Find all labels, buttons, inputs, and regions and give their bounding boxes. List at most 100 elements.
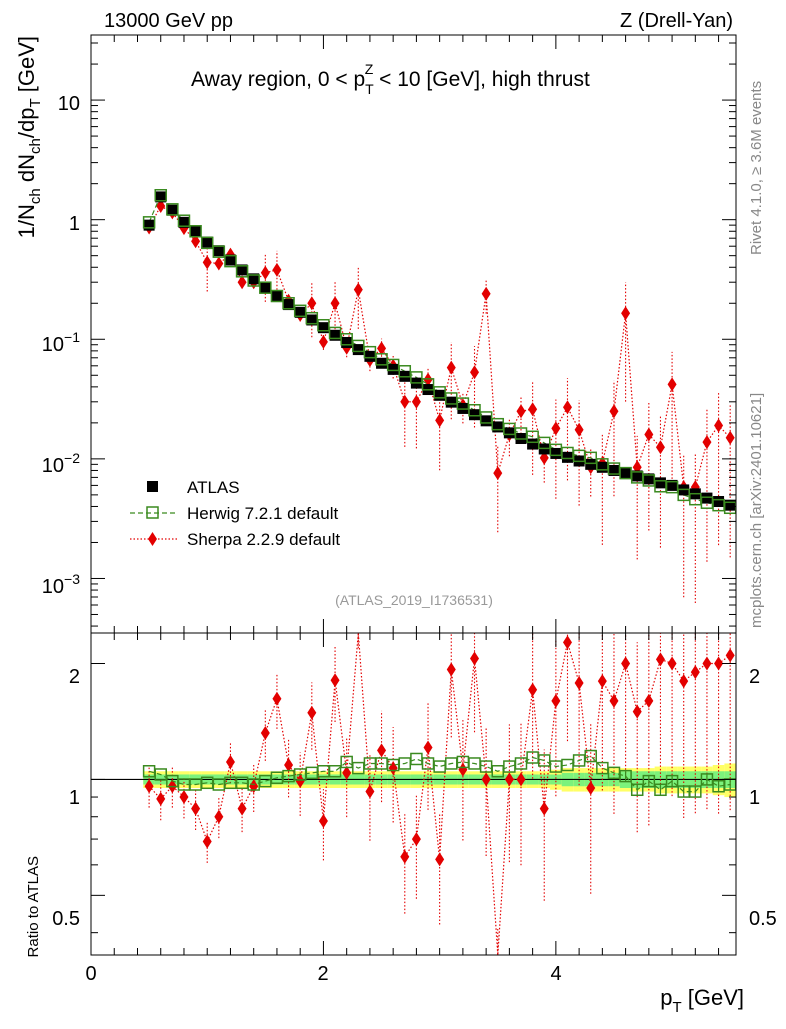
- main-ticks: [90, 35, 736, 633]
- sherpa-ratio-point: [539, 801, 549, 816]
- sherpa-point: [353, 282, 363, 297]
- herwig-point: [282, 297, 295, 310]
- sherpa-ratio-point: [260, 725, 270, 740]
- sherpa-ratio-line: [148, 632, 731, 956]
- sherpa-ratio-point: [411, 832, 421, 847]
- sherpa-ratio-point: [714, 656, 724, 671]
- sherpa-point: [493, 466, 503, 481]
- ratio-y-tick-left-1: 1: [69, 787, 80, 809]
- sherpa-ratio-point: [446, 662, 456, 677]
- x-tick-label-0: 0: [85, 963, 96, 985]
- atlas-point: [166, 204, 178, 216]
- sherpa-ratio-point: [318, 813, 328, 828]
- sherpa-ratio-point: [144, 779, 154, 794]
- herwig-ratio-point: [584, 749, 597, 763]
- herwig-point: [340, 333, 353, 346]
- header-left: 13000 GeV pp: [104, 10, 233, 32]
- sherpa-point: [156, 199, 166, 214]
- atlas-point: [492, 421, 504, 433]
- ratio-frame: [90, 632, 737, 956]
- sherpa-ratio-point: [562, 635, 572, 650]
- sherpa-ratio-point: [609, 693, 619, 708]
- atlas-point: [654, 477, 666, 489]
- ratio-y-tick-right-0.5: 0.5: [749, 908, 777, 930]
- sherpa-point: [435, 413, 445, 428]
- sherpa-ratio-point: [597, 674, 607, 689]
- herwig-ratio-point: [154, 768, 167, 781]
- sherpa-ratio-point: [179, 790, 189, 805]
- herwig-ratio-point: [654, 783, 667, 797]
- sherpa-ratio-point: [655, 652, 665, 667]
- atlas-point: [434, 389, 446, 401]
- sherpa-point: [725, 430, 735, 445]
- sherpa-point: [574, 422, 584, 437]
- sherpa-ratio-point: [191, 801, 201, 816]
- atlas-point: [224, 254, 236, 266]
- herwig-line: [148, 194, 731, 509]
- sherpa-ratio-point: [574, 675, 584, 690]
- atlas-point: [561, 451, 573, 463]
- sherpa-point: [714, 418, 724, 433]
- y-tick-label-1: 1: [69, 213, 80, 235]
- sherpa-ratio-point: [528, 682, 538, 697]
- x-tick-label-2: 2: [317, 963, 328, 985]
- sherpa-ratio-point: [667, 656, 677, 671]
- herwig-point: [421, 378, 435, 391]
- sherpa-point: [562, 400, 572, 415]
- sherpa-point: [621, 306, 631, 321]
- herwig-ratio-point: [689, 785, 702, 798]
- herwig-point: [352, 339, 365, 353]
- herwig-point: [293, 304, 307, 318]
- atlas-point: [294, 306, 306, 318]
- atlas-point: [271, 290, 283, 302]
- sherpa-ratio-point: [435, 852, 445, 867]
- atlas-point: [317, 322, 329, 334]
- sherpa-point: [470, 365, 480, 380]
- atlas-point: [585, 458, 597, 470]
- sherpa-point: [214, 256, 224, 271]
- atlas-point: [178, 216, 190, 228]
- header-right: Z (Drell-Yan): [620, 10, 733, 32]
- sherpa-point: [551, 421, 561, 436]
- herwig-ratio-point: [630, 783, 644, 797]
- herwig-ratio-point: [328, 765, 342, 778]
- sherpa-ratio-point: [632, 704, 642, 719]
- legend-atlas-marker: [147, 481, 158, 492]
- atlas-point: [341, 336, 353, 348]
- sherpa-ratio-point: [214, 809, 224, 824]
- x-axis-label: pT [GeV]: [660, 985, 744, 1016]
- sherpa-point: [446, 360, 456, 375]
- mcplots-label: mcplots.cern.ch [arXiv:2401.10621]: [748, 393, 765, 628]
- sherpa-ratio-point: [284, 758, 294, 773]
- sherpa-ratio-point: [365, 784, 375, 799]
- herwig-point: [410, 371, 423, 384]
- atlas-point: [306, 314, 318, 326]
- sherpa-point: [318, 334, 328, 349]
- herwig-ratio-point: [433, 760, 446, 773]
- atlas-point: [724, 499, 736, 511]
- y-tick-label-1e-2: 10−2: [42, 450, 80, 477]
- atlas-point: [352, 344, 364, 356]
- sherpa-ratio-point: [725, 648, 735, 663]
- sherpa-point: [202, 255, 212, 270]
- sherpa-ratio-point: [307, 705, 317, 720]
- ratio-plot-content: [91, 632, 737, 956]
- herwig-ratio-point: [700, 773, 714, 786]
- sherpa-ratio-point: [342, 765, 352, 780]
- atlas-point: [190, 225, 202, 237]
- atlas-point: [701, 492, 713, 504]
- sherpa-ratio-point: [586, 780, 596, 795]
- sherpa-point: [609, 404, 619, 419]
- herwig-ratio-point: [410, 752, 423, 766]
- sherpa-point: [411, 394, 421, 409]
- ratio-ticks: [90, 633, 736, 955]
- atlas-point: [608, 464, 620, 476]
- atlas-point: [596, 461, 608, 473]
- main-y-axis-label: 1/Nch dNch/dpT [GeV]: [14, 36, 44, 238]
- herwig-point: [259, 281, 272, 294]
- sherpa-point: [528, 402, 538, 417]
- atlas-point: [503, 427, 515, 439]
- y-tick-label-10: 10: [58, 93, 80, 115]
- sherpa-ratio-point: [237, 801, 247, 816]
